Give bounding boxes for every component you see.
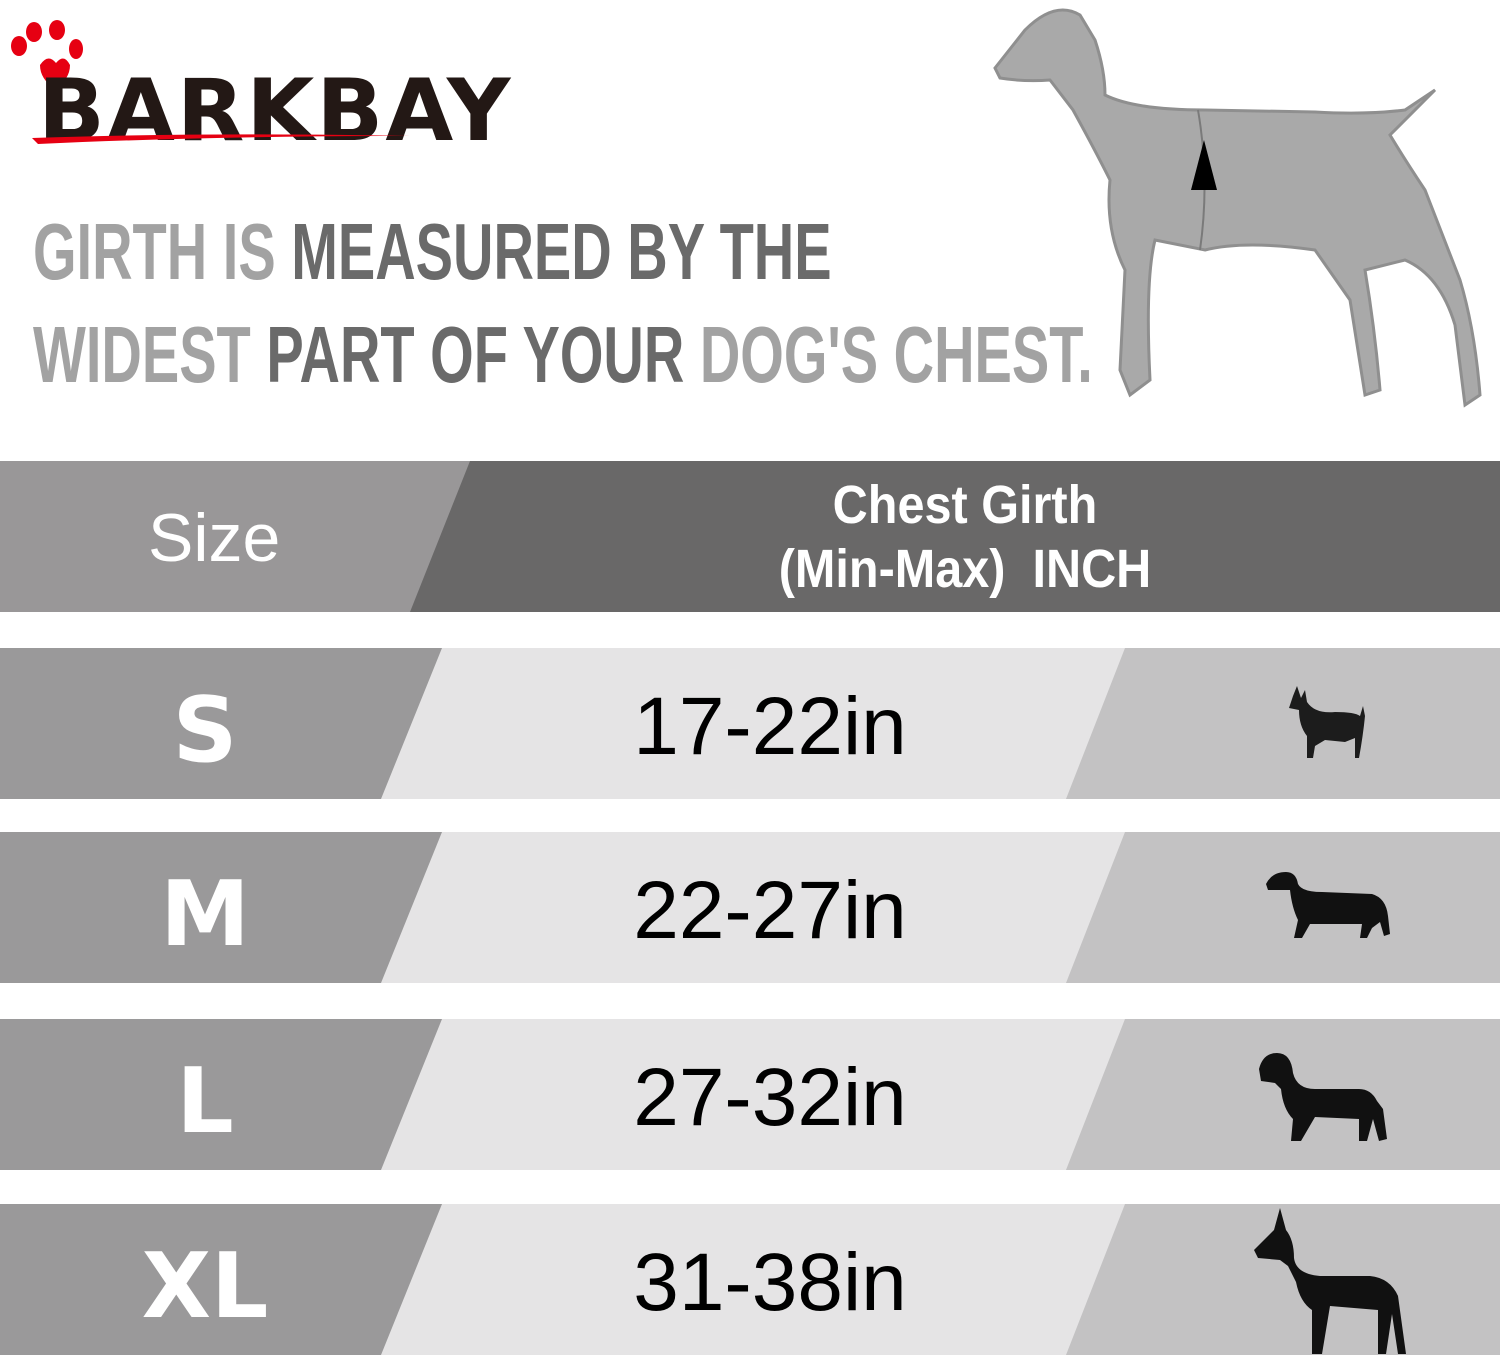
size-label: S bbox=[172, 678, 238, 783]
table-row: XL 31-38in bbox=[0, 1204, 1500, 1355]
girth-value: 22-27in bbox=[633, 865, 907, 956]
girth-value: 31-38in bbox=[633, 1237, 907, 1328]
headline-line-1: GIRTH IS MEASURED BY THE bbox=[33, 207, 832, 296]
great-dane-icon bbox=[1254, 1208, 1406, 1354]
size-label: L bbox=[176, 1049, 234, 1154]
paw-icon bbox=[11, 20, 83, 89]
size-label: M bbox=[160, 862, 250, 967]
header-size: Size bbox=[148, 500, 281, 576]
labrador-icon bbox=[1259, 1053, 1387, 1141]
girth-value: 27-32in bbox=[633, 1052, 907, 1143]
dachshund-icon bbox=[1266, 872, 1390, 938]
headline-line-2: WIDEST PART OF YOUR DOG'S CHEST. bbox=[33, 310, 1093, 399]
table-row: L 27-32in bbox=[0, 1019, 1500, 1170]
measure-marker-icon bbox=[1191, 140, 1217, 190]
dog-measurement-illustration bbox=[993, 8, 1482, 408]
size-label: XL bbox=[141, 1234, 269, 1339]
header-chest-girth: Chest Girth (Min-Max) INCH bbox=[778, 475, 1152, 599]
logo-underline bbox=[32, 134, 410, 144]
table-row: S 17-22in bbox=[0, 648, 1500, 799]
table-header: Size Chest Girth (Min-Max) INCH bbox=[0, 461, 1500, 612]
chihuahua-icon bbox=[1289, 686, 1365, 758]
brand-logo: BARKBAY bbox=[10, 20, 510, 154]
table-row: M 22-27in bbox=[0, 832, 1500, 983]
girth-value: 17-22in bbox=[633, 681, 907, 772]
